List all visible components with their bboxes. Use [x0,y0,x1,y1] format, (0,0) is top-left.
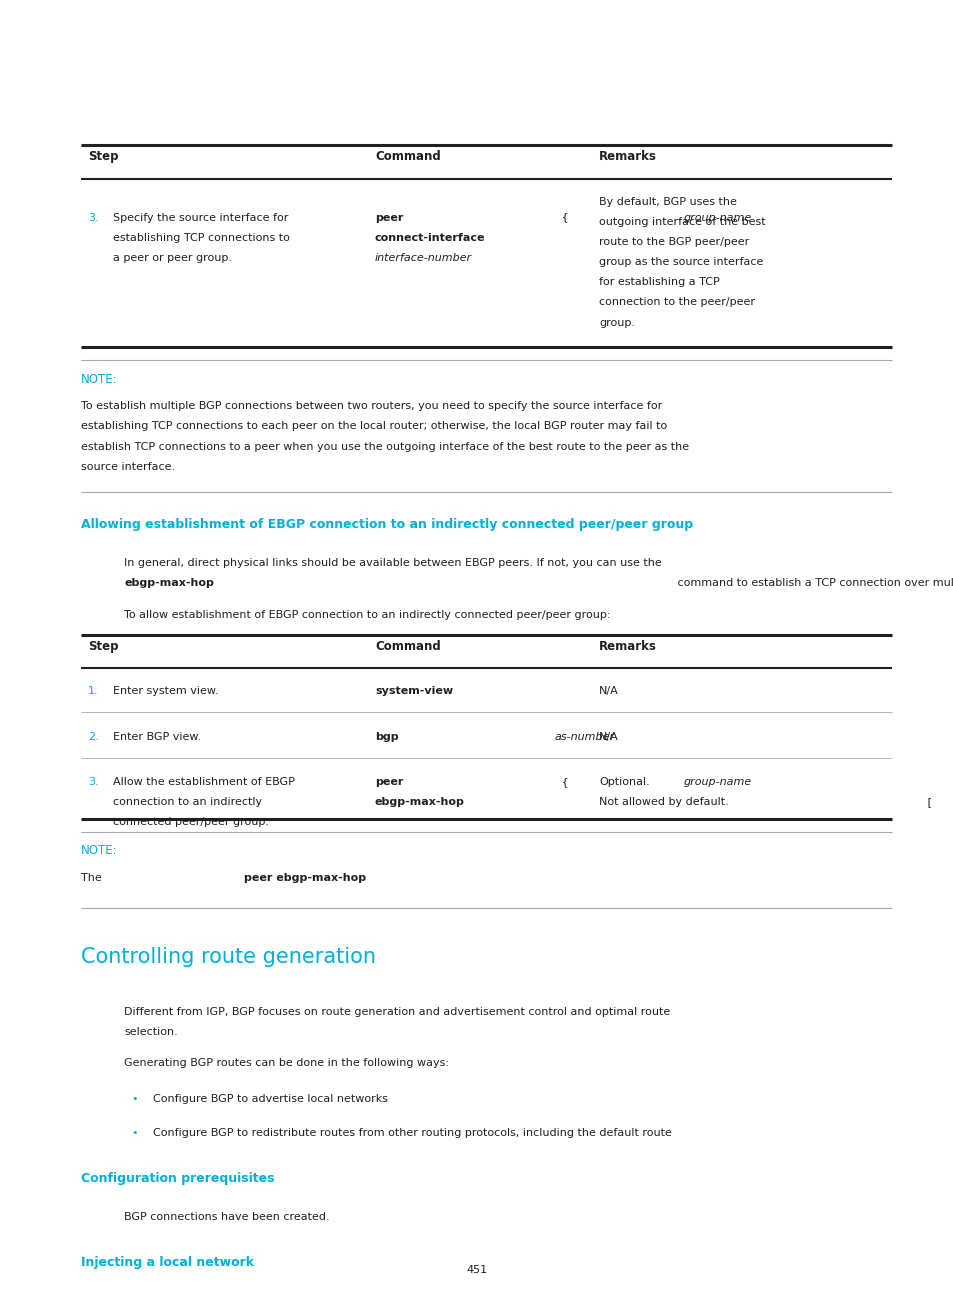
Text: ebgp-max-hop: ebgp-max-hop [375,797,464,807]
Text: 2.: 2. [88,732,98,741]
Text: group-name: group-name [683,213,752,223]
Text: •: • [132,1128,138,1138]
Text: Command: Command [375,150,440,163]
Text: NOTE:: NOTE: [81,373,117,386]
Text: establish TCP connections to a peer when you use the outgoing interface of the b: establish TCP connections to a peer when… [81,442,688,451]
Text: N/A: N/A [598,687,618,696]
Text: peer ebgp-max-hop: peer ebgp-max-hop [244,872,366,883]
Text: Step: Step [88,150,118,163]
Text: connect-interface: connect-interface [375,233,485,242]
Text: Enter BGP view.: Enter BGP view. [112,732,200,741]
Text: 3.: 3. [88,778,98,787]
Text: connection to an indirectly: connection to an indirectly [112,797,261,807]
Text: establishing TCP connections to each peer on the local router; otherwise, the lo: establishing TCP connections to each pee… [81,421,667,432]
Text: bgp: bgp [375,732,398,741]
Text: {: { [558,213,572,223]
Text: connection to the peer/peer: connection to the peer/peer [598,298,755,307]
Text: group as the source interface: group as the source interface [598,258,762,267]
Text: Configuration prerequisites: Configuration prerequisites [81,1172,274,1185]
Text: Injecting a local network: Injecting a local network [81,1257,253,1270]
Text: system-view: system-view [375,687,453,696]
Text: command to establish a TCP connection over multiple hops between two peers.: command to establish a TCP connection ov… [673,578,953,588]
Text: Generating BGP routes can be done in the following ways:: Generating BGP routes can be done in the… [124,1058,449,1068]
Text: To allow establishment of EBGP connection to an indirectly connected peer/peer g: To allow establishment of EBGP connectio… [124,610,610,621]
Text: group.: group. [598,318,635,328]
Text: The: The [81,872,105,883]
Text: source interface.: source interface. [81,461,175,472]
Text: By default, BGP uses the: By default, BGP uses the [598,197,737,207]
Text: Remarks: Remarks [598,640,657,653]
Text: Remarks: Remarks [598,150,657,163]
Text: interface-number: interface-number [375,253,472,263]
Text: 1.: 1. [88,687,98,696]
Text: To establish multiple BGP connections between two routers, you need to specify t: To establish multiple BGP connections be… [81,402,661,411]
Text: Step: Step [88,640,118,653]
Text: as-number: as-number [554,732,614,741]
Text: 3.: 3. [88,213,98,223]
Text: ebgp-max-hop: ebgp-max-hop [124,578,213,588]
Text: peer: peer [375,778,403,787]
Text: [: [ [923,797,935,807]
Text: In general, direct physical links should be available between EBGP peers. If not: In general, direct physical links should… [124,559,664,568]
Text: Not allowed by default.: Not allowed by default. [598,797,728,807]
Text: Configure BGP to advertise local networks: Configure BGP to advertise local network… [152,1094,387,1104]
Text: connected peer/peer group.: connected peer/peer group. [112,818,269,827]
Text: Command: Command [375,640,440,653]
Text: for establishing a TCP: for establishing a TCP [598,277,720,288]
Text: {: { [558,778,572,787]
Text: Enter system view.: Enter system view. [112,687,218,696]
Text: establishing TCP connections to: establishing TCP connections to [112,233,289,242]
Text: peer: peer [375,213,403,223]
Text: selection.: selection. [124,1028,177,1038]
Text: outgoing interface of the best: outgoing interface of the best [598,216,765,227]
Text: a peer or peer group.: a peer or peer group. [112,253,232,263]
Text: BGP connections have been created.: BGP connections have been created. [124,1212,330,1222]
Text: Specify the source interface for: Specify the source interface for [112,213,288,223]
Text: Allowing establishment of EBGP connection to an indirectly connected peer/peer g: Allowing establishment of EBGP connectio… [81,518,693,531]
Text: Different from IGP, BGP focuses on route generation and advertisement control an: Different from IGP, BGP focuses on route… [124,1007,670,1017]
Text: Controlling route generation: Controlling route generation [81,947,375,967]
Text: Configure BGP to redistribute routes from other routing protocols, including the: Configure BGP to redistribute routes fro… [152,1128,671,1138]
Text: Optional.: Optional. [598,778,649,787]
Text: 451: 451 [466,1265,487,1275]
Text: Allow the establishment of EBGP: Allow the establishment of EBGP [112,778,294,787]
Text: route to the BGP peer/peer: route to the BGP peer/peer [598,237,748,248]
Text: N/A: N/A [598,732,618,741]
Text: NOTE:: NOTE: [81,845,117,858]
Text: •: • [132,1094,138,1104]
Text: group-name: group-name [683,778,752,787]
